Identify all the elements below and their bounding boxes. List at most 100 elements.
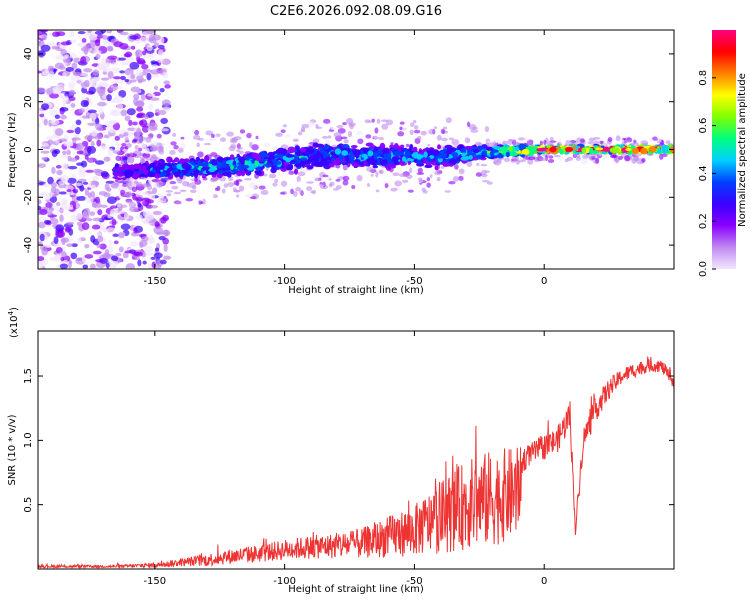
spectrogram-cell [173,145,179,150]
spectrogram-cell [44,235,49,240]
spectrogram-cell [389,144,395,149]
spectrogram-cell [76,42,87,48]
spectrogram-cell [47,211,53,216]
spectrogram-cell [173,191,182,195]
spectrogram-cell [66,129,75,134]
spectrogram-cell [237,147,243,150]
colorbar-tick-label: 0.6 [698,118,709,134]
spectrogram-cell [125,199,134,204]
spectrogram-cell [88,86,96,95]
spectrogram-cell [58,138,68,143]
y-tick-label: 1.5 [23,368,34,384]
spectrogram-cell [72,188,79,194]
spectrogram-cell [210,178,217,183]
spectrogram-cell [186,181,190,188]
spectrogram-cell [118,210,126,214]
spectrogram-cell [148,176,153,185]
spectrogram-cell [448,137,454,141]
spectrogram-cell [56,208,64,214]
spectrogram-cell [122,251,129,259]
spectrogram-cell [89,113,97,120]
spectrogram-cell [310,190,314,194]
spectrogram-cell [515,160,520,165]
spectrogram-cell [437,144,441,150]
spectrogram-cell [150,60,157,65]
spectrogram-cell [56,169,63,176]
spectrogram-cell [332,144,337,148]
spectrogram-cell [50,186,57,194]
spectrogram-cell [60,256,65,262]
spectrogram-cell [376,118,381,124]
spectrogram-cell [194,176,198,182]
spectrogram-cell [200,158,205,163]
spectrogram-y-ticks: -40 -20 0 20 40 [23,48,674,253]
x-tick-label: 0 [541,576,547,587]
spectrogram-cell [345,117,354,125]
x-tick-label: -100 [273,576,296,587]
spectrogram-cell [375,171,379,178]
spectrogram-cell [146,72,152,81]
spectrogram-cell [84,244,90,249]
spectrogram-cell [183,158,190,164]
spectrogram-cell [337,127,346,134]
spectrogram-cell [327,135,332,139]
spectrogram-heatmap [38,30,674,269]
spectrogram-cell [247,160,252,166]
spectrogram-cell [229,143,237,149]
spectrogram-cell [122,170,131,177]
spectrogram-cell [236,165,242,170]
spectrogram-cell [38,123,42,128]
spectrogram-cell [133,251,144,257]
spectrogram-cell [196,142,200,148]
spectrogram-cell [239,129,246,134]
spectrogram-cell [400,144,405,149]
spectrogram-cell [106,59,117,63]
spectrogram-cell [302,169,309,173]
spectrogram-cell [169,150,176,156]
spectrogram-cell [106,227,116,234]
spectrogram-cell [665,140,671,145]
spectrogram-cell [84,195,94,203]
spectrogram-cell [135,49,143,58]
spectrogram-cell [484,125,490,133]
spectrogram-cell [143,169,149,175]
spectrogram-cell [110,67,121,74]
spectrogram-cell [60,49,68,56]
spectrogram-cell [549,146,557,153]
spectrogram-cell [178,147,184,153]
spectrogram-cell [417,135,422,141]
spectrogram-cell [451,139,460,146]
spectrogram-cell [290,188,294,195]
spectrogram-cell [254,159,259,166]
spectrogram-cell [133,256,140,261]
spectrogram-cell [92,217,102,222]
spectrogram-cell [333,132,342,138]
spectrogram-cell [197,176,201,181]
spectrogram-cell [434,170,441,176]
spectrogram-cell [51,45,58,50]
spectrogram-cell [154,221,160,228]
spectrogram-cell [212,194,219,199]
spectrogram-cell [42,71,49,76]
spectrogram-cell [148,263,153,269]
spectrogram-cell [442,126,448,130]
spectrogram-cell [87,122,97,126]
spectrogram-cell [575,156,581,161]
spectrogram-cell [416,158,422,164]
spectrogram-cell [106,94,112,102]
spectrogram-cell [71,62,78,70]
spectrogram-cell [117,180,121,185]
spectrogram-cell [67,155,72,162]
spectrogram-cell [365,134,372,139]
spectrogram-cell [78,178,87,183]
spectrogram-cell [185,172,191,177]
spectrogram-cell [341,150,349,156]
spectrogram-cell [150,205,158,209]
spectrogram-cell [116,202,122,208]
spectrogram-cell [149,122,158,130]
spectrogram-cell [130,241,139,247]
spectrogram-cell [543,139,547,146]
spectrogram-cell [140,143,147,149]
spectrogram-cell [129,206,139,213]
spectrogram-cell [138,136,147,141]
